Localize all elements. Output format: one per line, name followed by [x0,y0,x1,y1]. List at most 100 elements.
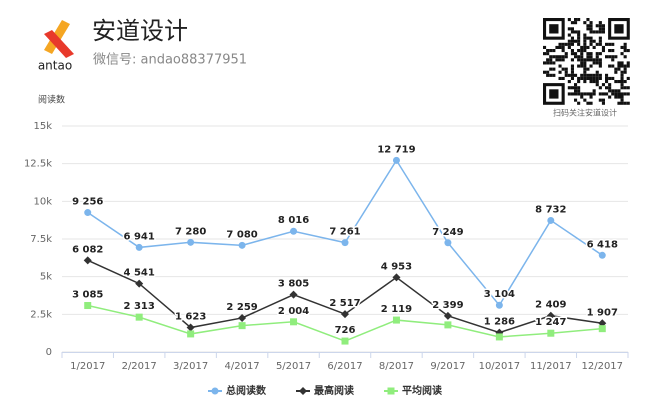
qr-cell [567,73,571,77]
qr-cell [611,58,615,62]
qr-cell [561,42,565,46]
data-label: 1 247 [535,317,566,328]
qr-cell [608,95,612,99]
qr-cell [623,80,627,84]
qr-cell [617,61,621,65]
qr-cell [586,27,590,31]
point [495,301,503,309]
qr-cell [589,21,593,25]
qr-cell [617,95,621,99]
data-label: 7 280 [175,226,206,237]
qr-cell [567,39,571,43]
qr-code [543,18,630,105]
qr-cell [620,86,624,90]
qr-cell [592,45,596,49]
data-label: 3 805 [278,279,309,290]
qr-cell [623,67,627,71]
qr-cell [570,58,574,62]
qr-cell [595,24,599,28]
qr-cell [626,76,630,80]
qr-cell [586,58,590,62]
qr-cell [589,36,593,40]
qr-cell [546,61,550,65]
qr-cell [546,58,550,62]
qr-cell [595,42,599,46]
qr-cell [583,98,587,102]
title: 安道设计 [92,17,188,45]
qr-cell [580,49,584,53]
qr-cell [549,67,553,71]
qr-cell [549,49,553,53]
qr-cell [598,58,602,62]
qr-cell [570,70,574,74]
qr-cell [589,39,593,43]
qr-cell [598,92,602,96]
point [186,323,195,332]
qr-cell [574,89,578,93]
point [238,322,246,330]
point [392,156,400,164]
point [547,329,555,337]
qr-cell [598,76,602,80]
data-label: 4 953 [381,261,412,272]
qr-cell [564,52,568,56]
qr-cell [589,101,593,105]
data-label: 6 082 [72,244,103,255]
qr-cell [564,73,568,77]
qr-cell [546,70,550,74]
qr-cell [595,73,599,77]
qr-cell [546,52,550,56]
qr-cell [577,80,581,84]
qr-cell [555,55,559,59]
qr-cell [552,67,556,71]
point [444,321,452,329]
qr-cell [589,27,593,31]
qr-cell [623,64,627,68]
qr-cell [574,86,578,90]
qr-cell [574,39,578,43]
qr-cell [577,36,581,40]
legend-marker [387,387,395,395]
qr-cell [608,49,612,53]
qr-cell [561,58,565,62]
qr-cell [623,86,627,90]
qr-cell [589,42,593,46]
qr-cell [608,86,612,90]
point [392,316,400,324]
data-label: 8 732 [535,204,566,215]
qr-cell [580,55,584,59]
qr-cell [574,18,578,22]
qr-cell [549,61,553,65]
y-tick-label: 10k [33,196,52,207]
qr-finder [549,89,559,99]
qr-cell [598,24,602,28]
point [83,256,92,265]
qr-cell [605,80,609,84]
qr-cell [623,49,627,53]
qr-cell [546,49,550,53]
qr-cell [580,45,584,49]
qr-cell [595,76,599,80]
qr-cell [620,95,624,99]
x-tick-label: 6/2017 [327,361,362,372]
qr-cell [605,76,609,80]
qr-cell [589,95,593,99]
qr-cell [598,86,602,90]
x-tick-label: 4/2017 [224,361,259,372]
x-tick-label: 10/2017 [479,361,521,372]
qr-cell [620,70,624,74]
qr-cell [626,61,630,65]
x-tick-label: 2/2017 [122,361,157,372]
qr-cell [546,73,550,77]
qr-cell [589,64,593,68]
qr-cell [620,76,624,80]
qr-cell [583,33,587,37]
data-label: 8 016 [278,215,309,226]
qr-cell [558,70,562,74]
data-label: 2 313 [124,301,155,312]
qr-cell [552,73,556,77]
data-label: 2 517 [329,298,360,309]
qr-cell [570,86,574,90]
qr-cell [601,49,605,53]
qr-cell [595,55,599,59]
